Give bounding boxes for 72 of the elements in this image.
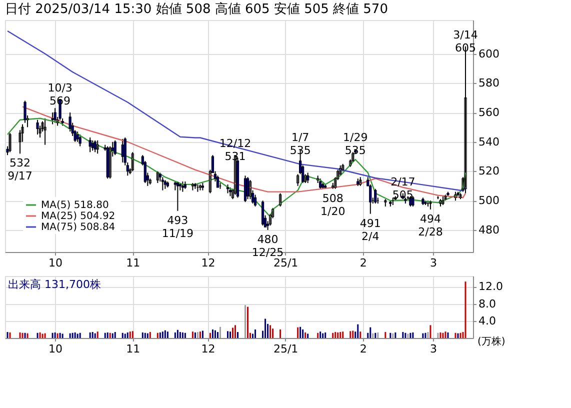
annotation: 494 2/28 [418,212,443,238]
x-tick-label: 12 [201,342,216,356]
candlestick [94,140,96,153]
y-tick-label: 12.0 [478,280,503,294]
candlestick [131,152,134,172]
candlestick [216,175,220,188]
x-tick-label: 25/1 [273,256,298,270]
annotation: 508 1/20 [320,192,346,218]
x-tick-label: 2 [360,342,367,356]
candlestick [108,146,112,180]
y-tick-label: 560 [478,106,500,120]
candlestick [412,196,414,207]
candlestick [254,194,257,207]
y-tick-label: 600 [478,47,500,60]
x-tick-label: 11 [126,342,140,356]
annotation: 出来高 131,700株 [8,278,101,291]
candlestick [244,175,247,203]
annotation: 491 2/4 [360,216,381,243]
x-tick-label: 10 [48,342,63,356]
candlestick [161,176,164,191]
x-tick-label: 11 [126,256,140,270]
candlestick [68,112,72,132]
y-tick-label: 520 [478,164,500,178]
annotation: 12/12 531 [219,137,252,164]
y-tick-label: 500 [478,194,500,208]
candlestick [278,192,282,207]
candlestick [176,181,179,212]
candlestick [76,131,79,142]
chart-title: 日付 2025/03/14 15:30 始値 508 高値 605 安値 505 終値 570 [5,1,388,17]
legend-label: MA(5) 518.80 [41,200,109,211]
x-tick-label: 10 [48,256,63,270]
y-tick-label: 580 [478,76,500,90]
x-tick-label: 2 [360,256,367,270]
annotation: 3/14 605 [453,28,478,54]
candlestick [51,112,54,125]
candlestick [306,172,310,184]
candlestick [121,138,124,163]
candlestick [106,146,109,180]
y-tick-label: 4.0 [478,314,496,328]
annotation: 480 12/25 [252,232,284,259]
annotation: 493 11/19 [162,214,194,240]
x-tick-label: 25/1 [273,342,298,356]
candlestick [248,180,252,200]
y-tick-label: 480 [478,223,500,236]
annotation: 532 9/17 [8,156,32,183]
x-tick-label: 12 [201,256,216,270]
y-axis-title: (万株) [478,336,506,348]
candlestick [78,134,82,147]
candlestick [319,178,322,190]
legend-label: MA(25) 504.92 [41,211,116,222]
x-tick-label: 3 [430,342,437,356]
candlestick [24,100,26,124]
candlestick [374,188,377,204]
y-tick-label: 540 [478,135,500,148]
candlestick [369,184,372,214]
candlestick [54,108,56,124]
candlestick [246,176,250,200]
legend-label: MA(75) 508.84 [41,222,116,233]
candlestick [261,200,264,226]
candlestick [114,140,116,156]
candlestick [296,174,300,186]
candlestick [96,140,99,154]
candlestick [181,181,184,192]
candlestick [91,140,94,152]
candlestick [339,164,342,176]
x-tick-label: 3 [430,256,437,270]
y-tick-label: 8.0 [478,297,496,310]
candlestick [36,119,39,136]
candlestick [8,132,12,153]
candlestick [156,170,159,184]
candlestick [44,118,46,146]
candlestick [88,136,92,153]
